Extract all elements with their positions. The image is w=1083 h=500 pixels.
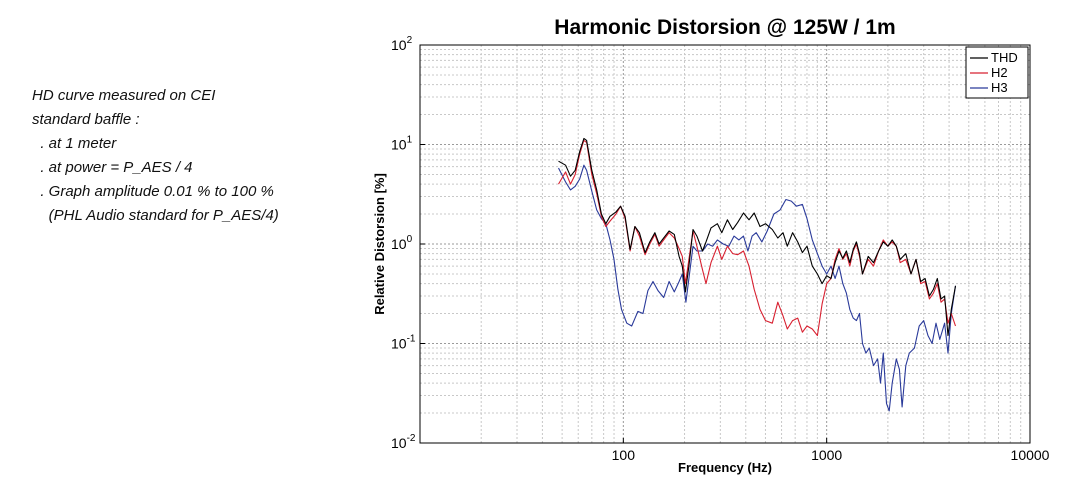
legend-label: THD — [991, 50, 1018, 65]
chart-title: Harmonic Distorsion @ 125W / 1m — [554, 16, 895, 39]
legend-label: H3 — [991, 80, 1008, 95]
series-lines — [558, 137, 957, 412]
y-tick-base: 10 — [391, 37, 407, 53]
notes-line: . at 1 meter — [32, 135, 117, 152]
x-axis-label: Frequency (Hz) — [678, 460, 772, 475]
x-tick-label: 1000 — [811, 447, 842, 463]
y-tick-base: 10 — [391, 336, 407, 352]
y-tick-label: 102 — [391, 35, 413, 53]
y-tick-exponent: 1 — [407, 135, 413, 146]
notes-line: . Graph amplitude 0.01 % to 100 % — [32, 183, 274, 200]
y-tick-exponent: -2 — [407, 433, 416, 444]
series-line-h3 — [558, 164, 957, 412]
y-tick-base: 10 — [391, 137, 407, 153]
x-tick-label: 10000 — [1011, 447, 1050, 463]
notes-line: standard baffle : — [32, 111, 140, 128]
y-tick-exponent: 0 — [407, 234, 413, 245]
notes-line: . at power = P_AES / 4 — [32, 159, 193, 176]
y-axis-label: Relative Distorsion [%] — [372, 173, 387, 315]
y-tick-exponent: 2 — [407, 35, 413, 46]
y-tick-base: 10 — [391, 435, 407, 451]
notes-text-block: HD curve measured on CEI standard baffle … — [32, 84, 279, 228]
y-tick-exponent: -1 — [407, 334, 416, 345]
notes-line: (PHL Audio standard for P_AES/4) — [32, 207, 279, 224]
y-tick-label: 100 — [391, 234, 413, 252]
y-tick-label: 10-1 — [391, 334, 416, 352]
legend-label: H2 — [991, 65, 1008, 80]
series-line-thd — [558, 137, 957, 337]
grid — [420, 45, 1030, 443]
y-tick-base: 10 — [391, 236, 407, 252]
y-tick-label: 101 — [391, 135, 413, 153]
series-line-h2 — [558, 139, 957, 337]
y-tick-label: 10-2 — [391, 433, 416, 451]
notes-line: HD curve measured on CEI — [32, 87, 216, 104]
x-tick-label: 100 — [612, 447, 636, 463]
